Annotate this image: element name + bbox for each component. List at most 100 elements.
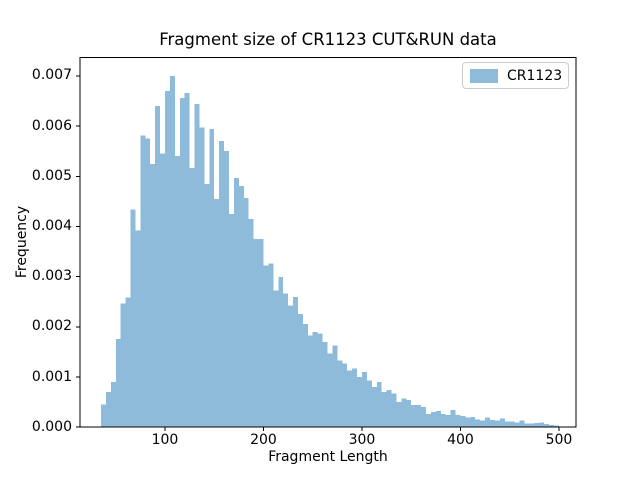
y-tick-label: 0.005	[31, 167, 72, 184]
histogram-bar	[337, 360, 343, 428]
histogram-bar	[480, 420, 486, 428]
histogram-bar	[283, 293, 289, 428]
histogram-bar	[509, 421, 515, 428]
histogram-bar	[465, 417, 471, 428]
histogram-bar	[214, 198, 220, 428]
histogram-bar	[381, 392, 387, 428]
histogram-bar	[115, 338, 121, 428]
histogram-bar	[327, 353, 333, 428]
histogram-bar	[140, 135, 146, 428]
histogram-bar	[130, 209, 136, 428]
histogram-bar	[268, 263, 274, 428]
y-tick-label: 0.007	[31, 67, 72, 84]
histogram-bar	[273, 290, 279, 428]
histogram-bar	[490, 420, 495, 428]
histogram-bar	[347, 370, 353, 428]
histogram-bar	[445, 415, 451, 428]
histogram-bar	[401, 398, 407, 428]
histogram-bar	[233, 177, 239, 428]
histogram-bar	[544, 424, 550, 428]
y-tick-label: 0.000	[31, 418, 72, 435]
histogram-bar	[361, 371, 367, 428]
histogram-bar	[307, 335, 313, 428]
y-tick-label: 0.001	[31, 368, 72, 385]
histogram-bar	[485, 417, 491, 428]
histogram-bar	[164, 90, 170, 428]
histogram-bar	[514, 422, 520, 428]
histogram-bar	[549, 425, 555, 428]
histogram-bar	[219, 141, 225, 428]
histogram-bar	[238, 185, 244, 428]
histogram-bar	[120, 303, 126, 428]
y-tick-label: 0.003	[31, 268, 72, 285]
histogram-bar	[416, 405, 422, 428]
histogram-bar	[391, 393, 397, 428]
x-tick-label: 400	[447, 432, 474, 448]
x-axis-label: Fragment Length	[268, 449, 388, 465]
histogram-bar	[460, 416, 466, 428]
histogram-bar	[352, 368, 358, 428]
histogram-bar	[169, 75, 175, 428]
histogram-bar	[366, 380, 372, 428]
y-tick-label: 0.002	[31, 318, 72, 335]
histogram-bar	[263, 265, 269, 428]
legend: CR1123	[462, 62, 569, 89]
histogram-bar	[204, 183, 210, 428]
histogram-bar	[504, 421, 510, 428]
histogram-bar	[150, 164, 156, 428]
histogram-bar	[470, 417, 476, 428]
histogram-bar	[539, 422, 545, 428]
x-tick-label: 200	[250, 432, 277, 448]
histogram-bar	[475, 419, 481, 428]
histogram-bar	[288, 305, 294, 428]
histogram-bar	[243, 197, 249, 428]
histogram-bar	[554, 425, 559, 428]
histogram-bar	[189, 167, 195, 428]
histogram-bar	[253, 239, 259, 428]
histogram-bar	[155, 106, 161, 428]
histogram-bar	[110, 382, 116, 428]
histogram-bar	[342, 363, 348, 428]
histogram-bar	[332, 345, 338, 428]
histogram-bar	[194, 104, 200, 428]
legend-swatch	[470, 68, 498, 83]
histogram-bar	[430, 412, 436, 428]
histogram-bar	[125, 297, 131, 428]
histogram-bar	[357, 377, 362, 428]
histogram-bar	[376, 382, 382, 428]
histogram-bar	[411, 405, 417, 428]
histogram-bar	[248, 218, 254, 428]
histogram-bar	[317, 333, 323, 428]
histogram-bar	[209, 129, 215, 428]
histogram-bar	[105, 392, 111, 428]
x-tick-label: 300	[348, 432, 376, 448]
histogram-bar	[229, 213, 234, 428]
histogram-bar	[312, 331, 318, 428]
histogram-bar	[499, 418, 505, 428]
histogram-bar	[425, 414, 431, 428]
histogram-bar	[258, 239, 264, 428]
histogram-bar	[160, 153, 165, 428]
histogram-bar	[322, 341, 328, 428]
histogram-bar	[455, 415, 461, 428]
histogram-bar	[440, 414, 446, 428]
x-tick-label: 500	[545, 432, 573, 448]
histogram-bar	[135, 230, 141, 428]
plot-border	[79, 57, 577, 428]
histogram-bar	[371, 387, 377, 428]
histogram-bar	[297, 313, 303, 428]
histogram-bar	[396, 402, 402, 428]
y-tick-label: 0.004	[31, 217, 72, 234]
histogram-bar	[278, 277, 284, 428]
histogram-bar	[406, 400, 412, 428]
histogram-bar	[524, 423, 530, 428]
y-tick-label: 0.006	[31, 117, 72, 134]
histogram-bar	[450, 410, 456, 428]
histogram-bar	[179, 97, 185, 428]
x-tick-label: 100	[151, 432, 179, 448]
histogram-bar	[224, 151, 230, 428]
histogram-bar	[302, 323, 308, 428]
histogram-bar	[145, 138, 151, 428]
histogram-bar	[199, 127, 205, 428]
histogram-bar	[184, 92, 190, 428]
